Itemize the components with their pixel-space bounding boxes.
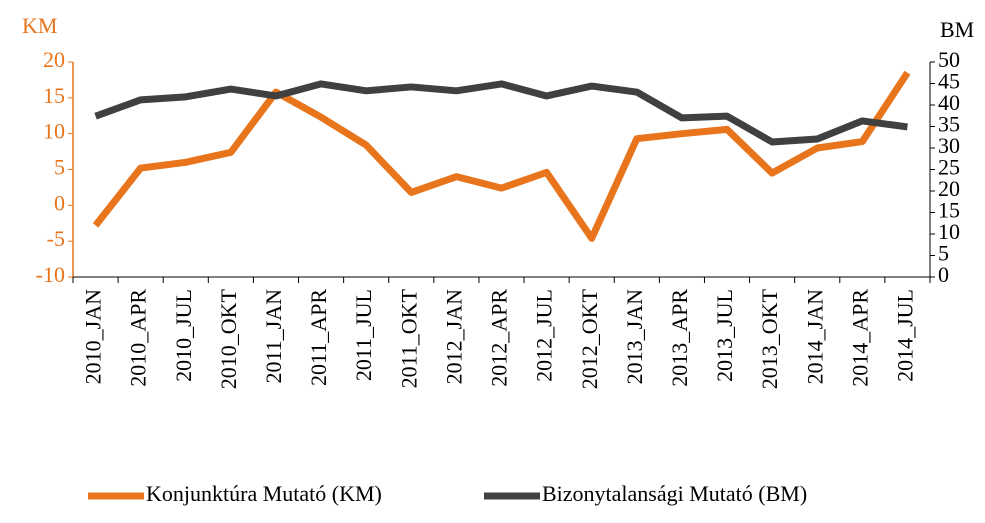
x-tick-label: 2013_APR <box>667 289 692 387</box>
y2-tick-label: 20 <box>938 176 960 201</box>
y-tick-label: 10 <box>43 119 65 144</box>
legend-label: Bizonytalansági Mutató (BM) <box>542 481 807 506</box>
x-tick-label: 2012_JUL <box>532 289 557 382</box>
y-tick-label: 5 <box>54 155 65 180</box>
x-tick-label: 2013_JUL <box>712 289 737 382</box>
x-tick-label: 2010_OKT <box>216 288 241 389</box>
x-tick-label: 2012_JAN <box>441 289 466 384</box>
series-line <box>94 80 908 146</box>
y2-tick-label: 45 <box>938 69 960 94</box>
y2-tick-label: 5 <box>938 241 949 266</box>
x-tick-label: 2010_JUL <box>171 289 196 382</box>
legend-label: Konjunktúra Mutató (KM) <box>146 481 382 506</box>
y2-tick-label: 0 <box>938 262 949 287</box>
x-tick-label: 2014_APR <box>847 289 872 387</box>
y-tick-label: 20 <box>43 47 65 72</box>
y2-tick-label: 40 <box>938 90 960 115</box>
x-tick-label: 2014_JUL <box>892 289 917 382</box>
y-axis-title: KM <box>22 13 57 38</box>
x-tick-label: 2012_OKT <box>577 288 602 389</box>
y2-axis-title: BM <box>940 17 974 42</box>
y2-tick-label: 15 <box>938 198 960 223</box>
legend-item: Konjunktúra Mutató (KM) <box>88 481 382 506</box>
y-tick-label: 15 <box>43 83 65 108</box>
x-tick-label: 2010_APR <box>126 289 151 387</box>
y-tick-label: 0 <box>54 190 65 215</box>
legend-item: Bizonytalansági Mutató (BM) <box>484 481 807 506</box>
y-tick-label: -5 <box>47 226 65 251</box>
x-tick-label: 2012_APR <box>487 289 512 387</box>
y2-tick-label: 50 <box>938 47 960 72</box>
y2-tick-label: 30 <box>938 133 960 158</box>
x-tick-label: 2011_JAN <box>261 289 286 384</box>
x-tick-label: 2011_APR <box>306 289 331 386</box>
y2-tick-label: 25 <box>938 155 960 180</box>
x-tick-label: 2014_JAN <box>802 289 827 384</box>
x-tick-label: 2013_OKT <box>757 288 782 389</box>
series-line <box>92 70 911 242</box>
x-tick-label: 2010_JAN <box>81 289 106 384</box>
x-tick-label: 2011_OKT <box>396 288 421 388</box>
y-tick-label: -10 <box>36 262 65 287</box>
y2-tick-label: 10 <box>938 219 960 244</box>
x-tick-label: 2011_JUL <box>351 289 376 381</box>
y2-tick-label: 35 <box>938 112 960 137</box>
x-tick-label: 2013_JAN <box>622 289 647 384</box>
